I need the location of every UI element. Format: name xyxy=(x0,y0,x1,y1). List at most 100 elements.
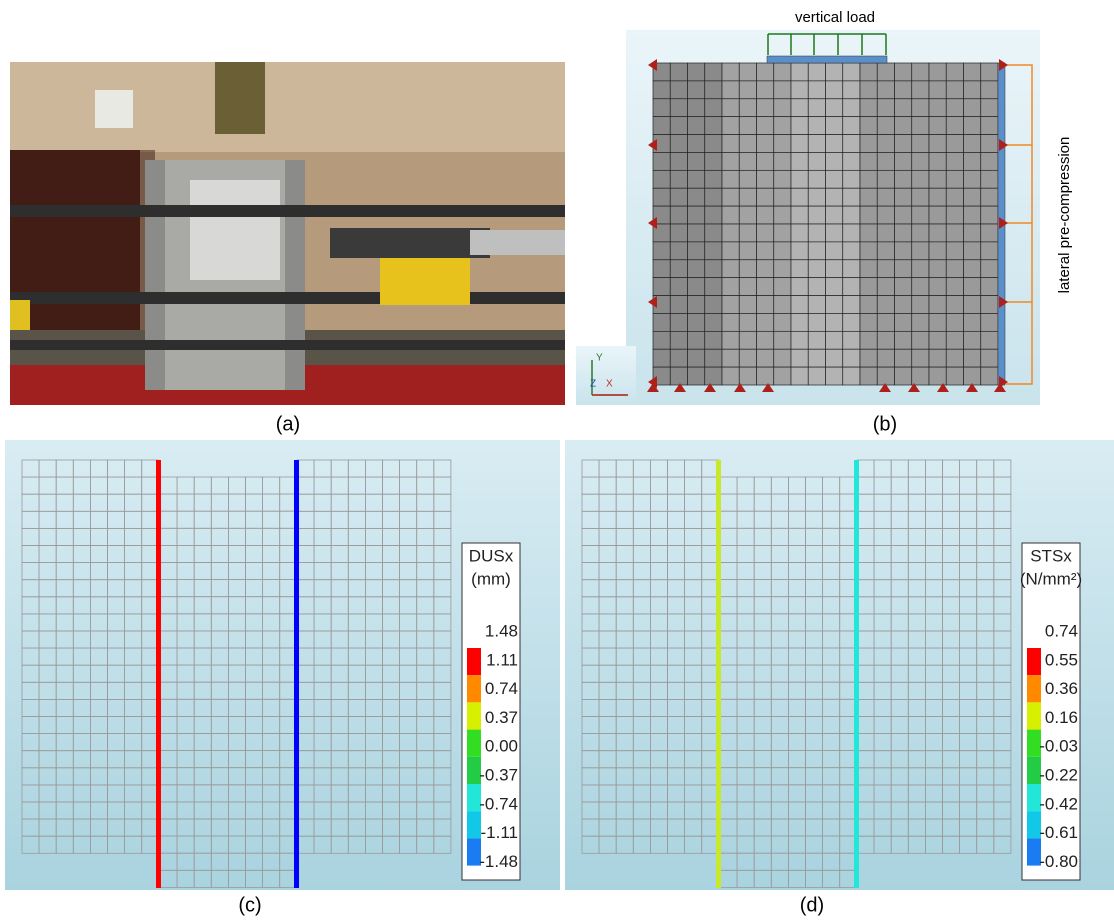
mesh-cell xyxy=(912,349,929,367)
axis-label: Z xyxy=(590,379,596,390)
mesh-cell xyxy=(912,170,929,188)
mesh-cell xyxy=(705,331,722,349)
mesh-cell xyxy=(860,260,877,278)
mesh-cell xyxy=(981,224,998,242)
mesh-cell xyxy=(877,135,894,153)
mesh-cell xyxy=(653,188,670,206)
legend-label: -0.61 xyxy=(1039,823,1078,842)
legend-label: -0.74 xyxy=(479,794,518,813)
mesh-cell xyxy=(705,81,722,99)
mesh-cell xyxy=(739,331,756,349)
legend-label: -0.37 xyxy=(479,765,518,784)
mesh-cell xyxy=(946,81,963,99)
mesh-cell xyxy=(722,260,739,278)
mesh-cell xyxy=(895,99,912,117)
mesh-cell xyxy=(826,152,843,170)
mesh-cell xyxy=(739,296,756,314)
mesh-cell xyxy=(688,206,705,224)
mesh-cell xyxy=(929,63,946,81)
mesh-cell xyxy=(722,188,739,206)
mesh-cell xyxy=(860,367,877,385)
mesh-cell xyxy=(912,367,929,385)
mesh-cell xyxy=(964,260,981,278)
mesh-cell xyxy=(843,260,860,278)
legend-label: -1.48 xyxy=(479,852,518,871)
mesh-cell xyxy=(826,331,843,349)
mesh-cell xyxy=(670,152,687,170)
mesh-cell xyxy=(843,117,860,135)
legend-swatch xyxy=(467,811,481,838)
mesh-cell xyxy=(877,349,894,367)
mesh-cell xyxy=(946,117,963,135)
mesh-cell xyxy=(808,117,825,135)
caption: (a) xyxy=(276,413,300,435)
mesh-cell xyxy=(877,152,894,170)
mesh-cell xyxy=(981,63,998,81)
mesh-cell xyxy=(912,331,929,349)
mesh-cell xyxy=(981,99,998,117)
interface-left xyxy=(716,460,721,888)
mesh-cell xyxy=(912,260,929,278)
mesh-cell xyxy=(757,296,774,314)
mesh-cell xyxy=(757,170,774,188)
mesh-cell xyxy=(705,99,722,117)
mesh-cell xyxy=(964,152,981,170)
mesh-cell xyxy=(670,260,687,278)
mesh-cell xyxy=(670,135,687,153)
legend-label: -0.80 xyxy=(1039,852,1078,871)
mesh-cell xyxy=(877,117,894,135)
mesh-cell xyxy=(739,367,756,385)
mesh-cell xyxy=(705,117,722,135)
mesh-cell xyxy=(895,313,912,331)
mesh-cell xyxy=(670,313,687,331)
mesh-cell xyxy=(981,349,998,367)
mesh-cell xyxy=(705,63,722,81)
legend-swatch xyxy=(467,675,481,702)
mesh-cell xyxy=(774,152,791,170)
mesh-cell xyxy=(895,296,912,314)
mesh-cell xyxy=(688,152,705,170)
mesh-cell xyxy=(877,63,894,81)
mesh-cell xyxy=(653,260,670,278)
mesh-cell xyxy=(929,349,946,367)
mesh-cell xyxy=(757,135,774,153)
mesh-cell xyxy=(808,260,825,278)
caption: (c) xyxy=(238,894,261,916)
mesh-cell xyxy=(653,349,670,367)
mesh-cell xyxy=(895,278,912,296)
mesh-cell xyxy=(946,278,963,296)
mesh-cell xyxy=(826,63,843,81)
mesh-cell xyxy=(670,331,687,349)
mesh-cell xyxy=(946,331,963,349)
mesh-cell xyxy=(808,99,825,117)
mesh-cell xyxy=(791,296,808,314)
mesh-cell xyxy=(688,313,705,331)
mesh-cell xyxy=(843,206,860,224)
mesh-cell xyxy=(757,260,774,278)
mesh-cell xyxy=(808,224,825,242)
mesh-cell xyxy=(946,367,963,385)
mesh-cell xyxy=(791,278,808,296)
mesh-cell xyxy=(653,170,670,188)
mesh-cell xyxy=(670,349,687,367)
model-view xyxy=(576,30,1040,405)
mesh-cell xyxy=(653,331,670,349)
mesh-cell xyxy=(722,313,739,331)
mesh-cell xyxy=(981,152,998,170)
mesh-cell xyxy=(929,135,946,153)
mesh-cell xyxy=(946,224,963,242)
mesh-cell xyxy=(860,224,877,242)
mesh-cell xyxy=(722,278,739,296)
mesh-cell xyxy=(739,349,756,367)
mesh-cell xyxy=(946,99,963,117)
mesh-cell xyxy=(877,206,894,224)
mesh-cell xyxy=(705,349,722,367)
mesh-cell xyxy=(774,117,791,135)
mesh-cell xyxy=(843,331,860,349)
mesh-cell xyxy=(946,63,963,81)
mesh-cell xyxy=(705,170,722,188)
mesh-cell xyxy=(981,117,998,135)
mesh-cell xyxy=(688,278,705,296)
mesh-cell xyxy=(653,152,670,170)
legend-title: DUSx xyxy=(469,546,514,565)
